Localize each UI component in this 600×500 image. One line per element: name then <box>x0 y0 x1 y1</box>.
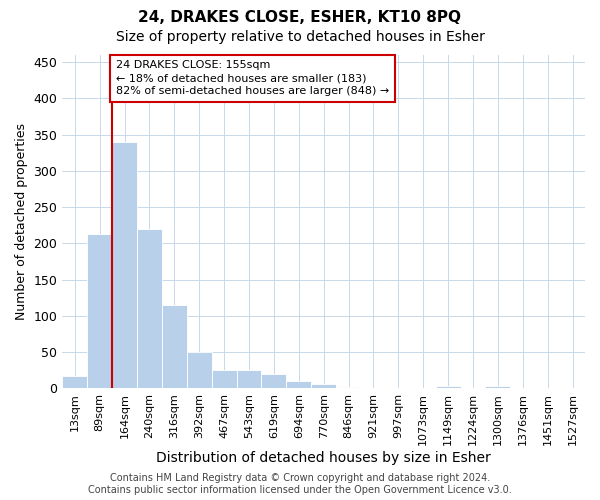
Text: 24, DRAKES CLOSE, ESHER, KT10 8PQ: 24, DRAKES CLOSE, ESHER, KT10 8PQ <box>139 10 461 25</box>
Text: Size of property relative to detached houses in Esher: Size of property relative to detached ho… <box>116 30 484 44</box>
Bar <box>62 376 87 388</box>
Bar <box>336 387 361 388</box>
Text: Contains HM Land Registry data © Crown copyright and database right 2024.
Contai: Contains HM Land Registry data © Crown c… <box>88 474 512 495</box>
Bar <box>162 305 187 388</box>
Bar <box>436 386 461 388</box>
Text: 24 DRAKES CLOSE: 155sqm
← 18% of detached houses are smaller (183)
82% of semi-d: 24 DRAKES CLOSE: 155sqm ← 18% of detache… <box>116 60 389 96</box>
Bar <box>286 381 311 388</box>
Bar <box>112 142 137 388</box>
Bar <box>485 386 511 388</box>
Bar <box>262 374 286 388</box>
Bar <box>212 370 236 388</box>
Bar <box>137 229 162 388</box>
X-axis label: Distribution of detached houses by size in Esher: Distribution of detached houses by size … <box>156 451 491 465</box>
Bar <box>187 352 212 389</box>
Bar <box>236 370 262 388</box>
Bar <box>311 384 336 388</box>
Bar <box>87 234 112 388</box>
Y-axis label: Number of detached properties: Number of detached properties <box>15 123 28 320</box>
